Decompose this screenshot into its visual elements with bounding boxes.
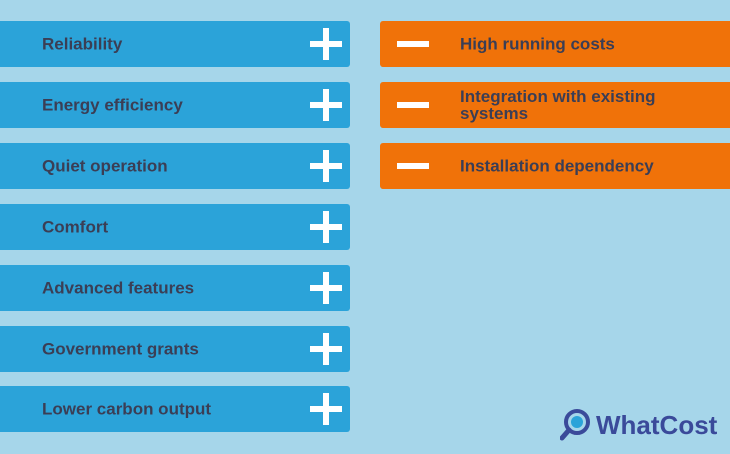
plus-icon (310, 333, 342, 365)
con-item-integration: Integration with existing systems (380, 82, 730, 128)
pro-item-advanced-features: Advanced features (0, 265, 350, 311)
magnifier-icon (560, 409, 590, 441)
minus-icon (397, 41, 429, 47)
pro-label: Energy efficiency (42, 95, 183, 115)
con-item-installation-dependency: Installation dependency (380, 143, 730, 189)
pro-label: Lower carbon output (42, 399, 212, 419)
pro-label: Quiet operation (42, 156, 168, 176)
pro-label: Government grants (42, 339, 199, 359)
pro-item-reliability: Reliability (0, 21, 350, 67)
con-label: Installation dependency (460, 156, 654, 176)
logo-text: WhatCost (596, 410, 718, 440)
pro-item-comfort: Comfort (0, 204, 350, 250)
pro-item-government-grants: Government grants (0, 326, 350, 372)
pro-item-energy-efficiency: Energy efficiency (0, 82, 350, 128)
con-item-high-running-costs: High running costs (380, 21, 730, 67)
pro-item-lower-carbon-output: Lower carbon output (0, 386, 350, 432)
con-label: Integration with existing systems (460, 87, 656, 123)
minus-icon (397, 102, 429, 108)
minus-icon (397, 163, 429, 169)
pro-label: Comfort (42, 217, 109, 237)
pro-item-quiet-operation: Quiet operation (0, 143, 350, 189)
plus-icon (310, 89, 342, 121)
whatcost-logo: WhatCost (560, 408, 717, 442)
plus-icon (310, 150, 342, 182)
pro-label: Reliability (42, 34, 123, 54)
pro-label: Advanced features (42, 278, 195, 298)
con-label: High running costs (460, 34, 615, 54)
plus-icon (310, 393, 342, 425)
plus-icon (310, 211, 342, 243)
plus-icon (310, 28, 342, 60)
plus-icon (310, 272, 342, 304)
